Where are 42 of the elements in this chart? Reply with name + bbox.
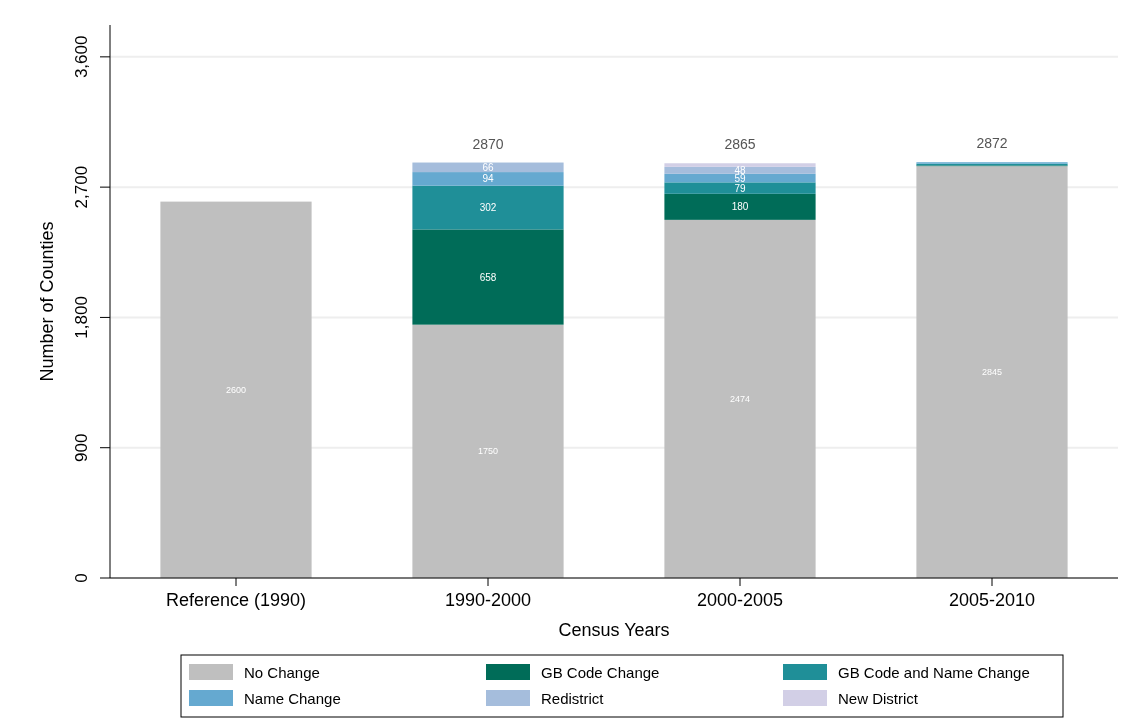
- y-axis-title: Number of Counties: [37, 221, 57, 382]
- legend-label: New District: [838, 690, 919, 707]
- bar: [664, 166, 816, 174]
- bar: [412, 324, 564, 578]
- x-tick-label: 1990-2000: [444, 590, 532, 610]
- data-label: 66: [482, 161, 494, 173]
- legend-label: Name Change: [244, 690, 341, 707]
- bar: [412, 185, 564, 230]
- data-label: 2600: [225, 384, 247, 395]
- data-label: 2474: [729, 394, 751, 405]
- data-label: 94: [482, 173, 494, 185]
- total-label: 2870: [472, 135, 504, 152]
- bar: [160, 201, 312, 578]
- y-tick-label: 3,600: [72, 35, 91, 79]
- x-tick-label: 2005-2010: [948, 590, 1036, 610]
- x-axis-title: Census Years: [558, 620, 670, 640]
- bar: [664, 219, 816, 578]
- bar: [664, 182, 816, 194]
- bar: [916, 166, 1068, 578]
- data-label: 302: [479, 202, 497, 214]
- bar: [664, 163, 816, 167]
- legend-label: Redistrict: [541, 690, 605, 707]
- bar: [412, 229, 564, 325]
- x-tick-label: 2000-2005: [696, 590, 784, 610]
- y-tick-label: 1,800: [72, 296, 91, 339]
- data-label: 2845: [981, 367, 1003, 378]
- y-tick-label: 900: [72, 433, 91, 462]
- legend-label: GB Code Change: [541, 664, 660, 681]
- y-tick-label: 0: [72, 573, 91, 583]
- bar: [412, 172, 564, 186]
- legend-label: GB Code and Name Change: [838, 664, 1030, 681]
- data-label: 658: [479, 271, 497, 283]
- legend-label: No Change: [244, 664, 320, 681]
- bar: [412, 162, 564, 173]
- data-label: 79: [734, 182, 746, 194]
- total-label: 2872: [976, 135, 1008, 152]
- y-tick-label: 2,700: [72, 165, 91, 209]
- data-label: 180: [731, 201, 749, 213]
- bar: [664, 193, 816, 220]
- total-label: 2865: [724, 136, 756, 153]
- x-tick-label: Reference (1990): [165, 590, 307, 610]
- data-label: 1750: [477, 446, 499, 457]
